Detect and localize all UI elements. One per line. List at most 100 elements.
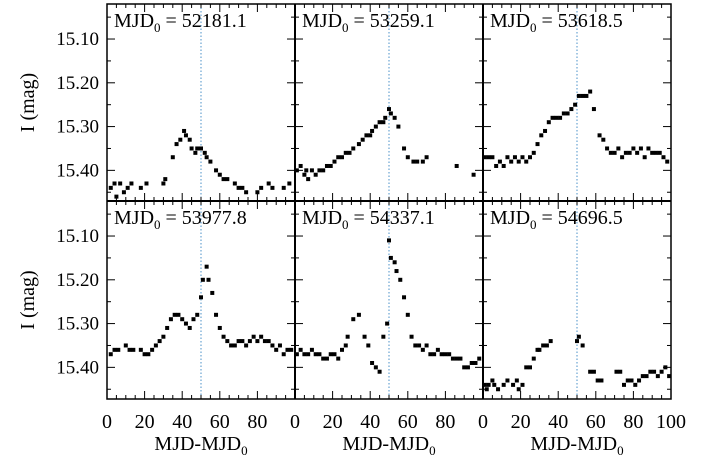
data-point-panel4-38: [251, 334, 256, 339]
data-point-panel5-26: [388, 255, 393, 260]
data-point-panel1-35: [266, 181, 271, 186]
data-point-panel5-7: [317, 352, 322, 357]
data-point-panel5-8: [321, 356, 326, 361]
data-point-panel3-5: [497, 159, 502, 164]
data-point-panel3-29: [588, 89, 593, 94]
data-point-panel3-8: [509, 159, 514, 164]
data-point-panel5-31: [405, 312, 410, 317]
data-point-panel4-12: [157, 339, 162, 344]
data-point-panel1-32: [244, 190, 249, 195]
data-point-panel4-40: [259, 334, 264, 339]
data-point-panel5-41: [443, 352, 448, 357]
panel-label-4: MJD0 = 53977.8: [114, 207, 247, 232]
data-point-panel4-15: [168, 317, 173, 322]
data-point-panel6-3: [486, 382, 491, 387]
data-point-panel6-22: [576, 334, 581, 339]
x-tick-label: 20: [323, 411, 343, 433]
data-point-panel3-25: [573, 102, 578, 107]
data-point-panel3-21: [558, 115, 563, 120]
data-point-panel5-23: [381, 334, 386, 339]
data-point-panel3-38: [623, 150, 628, 155]
data-point-panel2-35: [420, 159, 425, 164]
data-point-panel4-44: [274, 347, 279, 352]
data-point-panel3-22: [561, 111, 566, 116]
data-point-panel5-21: [373, 365, 378, 370]
data-point-panel6-26: [595, 378, 600, 383]
data-point-panel2-26: [383, 115, 388, 120]
data-point-panel4-6: [131, 347, 136, 352]
data-point-panel6-28: [614, 369, 619, 374]
data-point-panel1-15: [182, 128, 187, 133]
data-point-panel3-11: [520, 155, 525, 160]
data-point-panel6-13: [524, 365, 529, 370]
data-point-panel6-23: [580, 343, 585, 348]
data-point-panel5-42: [447, 352, 452, 357]
y-tick-label: 15.40: [56, 357, 99, 378]
data-point-panel3-42: [638, 146, 643, 151]
y-tick-label: 15.30: [56, 117, 99, 138]
panel-label-2: MJD0 = 53259.1: [302, 10, 435, 35]
data-point-panel1-24: [208, 159, 213, 164]
data-point-panel4-10: [150, 347, 155, 352]
panel-label-3: MJD0 = 53618.5: [490, 10, 623, 35]
data-point-panel3-33: [605, 146, 610, 151]
data-point-panel3-40: [631, 146, 636, 151]
data-point-panel2-16: [347, 150, 352, 155]
data-point-panel2-28: [388, 111, 393, 116]
x-tick-label: 20: [511, 411, 531, 433]
x-tick-label: 60: [586, 411, 606, 433]
data-point-panel4-36: [244, 343, 249, 348]
data-point-panel2-34: [415, 159, 420, 164]
data-point-panel4-23: [199, 295, 203, 300]
data-point-panel3-45: [650, 150, 655, 155]
data-point-panel5-14: [343, 343, 348, 348]
data-point-panel1-26: [217, 172, 222, 177]
data-point-panel4-21: [191, 317, 196, 322]
y-tick-label: 15.30: [56, 314, 99, 335]
data-point-panel4-48: [289, 347, 294, 352]
data-point-panel4-8: [142, 352, 147, 357]
data-point-panel3-34: [608, 150, 613, 155]
data-point-panel5-2: [298, 347, 303, 352]
data-point-panel5-6: [313, 352, 318, 357]
data-point-panel6-24: [588, 369, 593, 374]
data-point-panel6-17: [537, 347, 542, 352]
data-point-panel1-36: [270, 185, 275, 190]
data-point-panel3-26: [576, 93, 581, 98]
data-point-panel3-2: [486, 155, 491, 160]
data-point-panel6-1: [482, 382, 487, 387]
data-point-panel6-29: [618, 369, 623, 374]
data-point-panel5-46: [462, 365, 467, 370]
data-point-panel1-3: [114, 194, 119, 199]
data-point-panel5-43: [450, 356, 455, 361]
data-point-panel6-18: [541, 343, 546, 348]
data-point-panel1-11: [163, 177, 168, 182]
data-point-panel6-32: [629, 378, 634, 383]
data-point-panel4-5: [127, 347, 132, 352]
data-point-panel2-31: [402, 146, 407, 151]
data-point-panel2-10: [324, 163, 329, 168]
data-point-panel4-34: [236, 339, 241, 344]
data-point-panel3-12: [524, 159, 529, 164]
data-point-panel1-14: [178, 137, 183, 142]
data-point-panel6-4: [490, 378, 495, 383]
data-point-panel6-14: [528, 365, 532, 370]
data-point-panel2-22: [370, 128, 375, 133]
data-point-panel1-21: [199, 146, 203, 151]
y-tick-label: 15.10: [56, 29, 99, 50]
data-point-panel1-12: [170, 155, 175, 160]
data-point-panel4-30: [221, 334, 226, 339]
data-point-panel2-24: [377, 120, 382, 125]
data-point-panel3-9: [512, 155, 517, 160]
x-tick-label: 80: [623, 411, 643, 433]
data-point-panel1-2: [112, 181, 117, 186]
data-point-panel6-11: [516, 387, 521, 392]
data-point-panel6-33: [633, 382, 638, 387]
data-point-panel1-6: [125, 185, 130, 190]
data-point-panel1-5: [121, 190, 126, 195]
data-point-panel4-33: [232, 343, 237, 348]
data-point-panel6-7: [501, 382, 506, 387]
data-point-panel6-40: [659, 369, 664, 374]
